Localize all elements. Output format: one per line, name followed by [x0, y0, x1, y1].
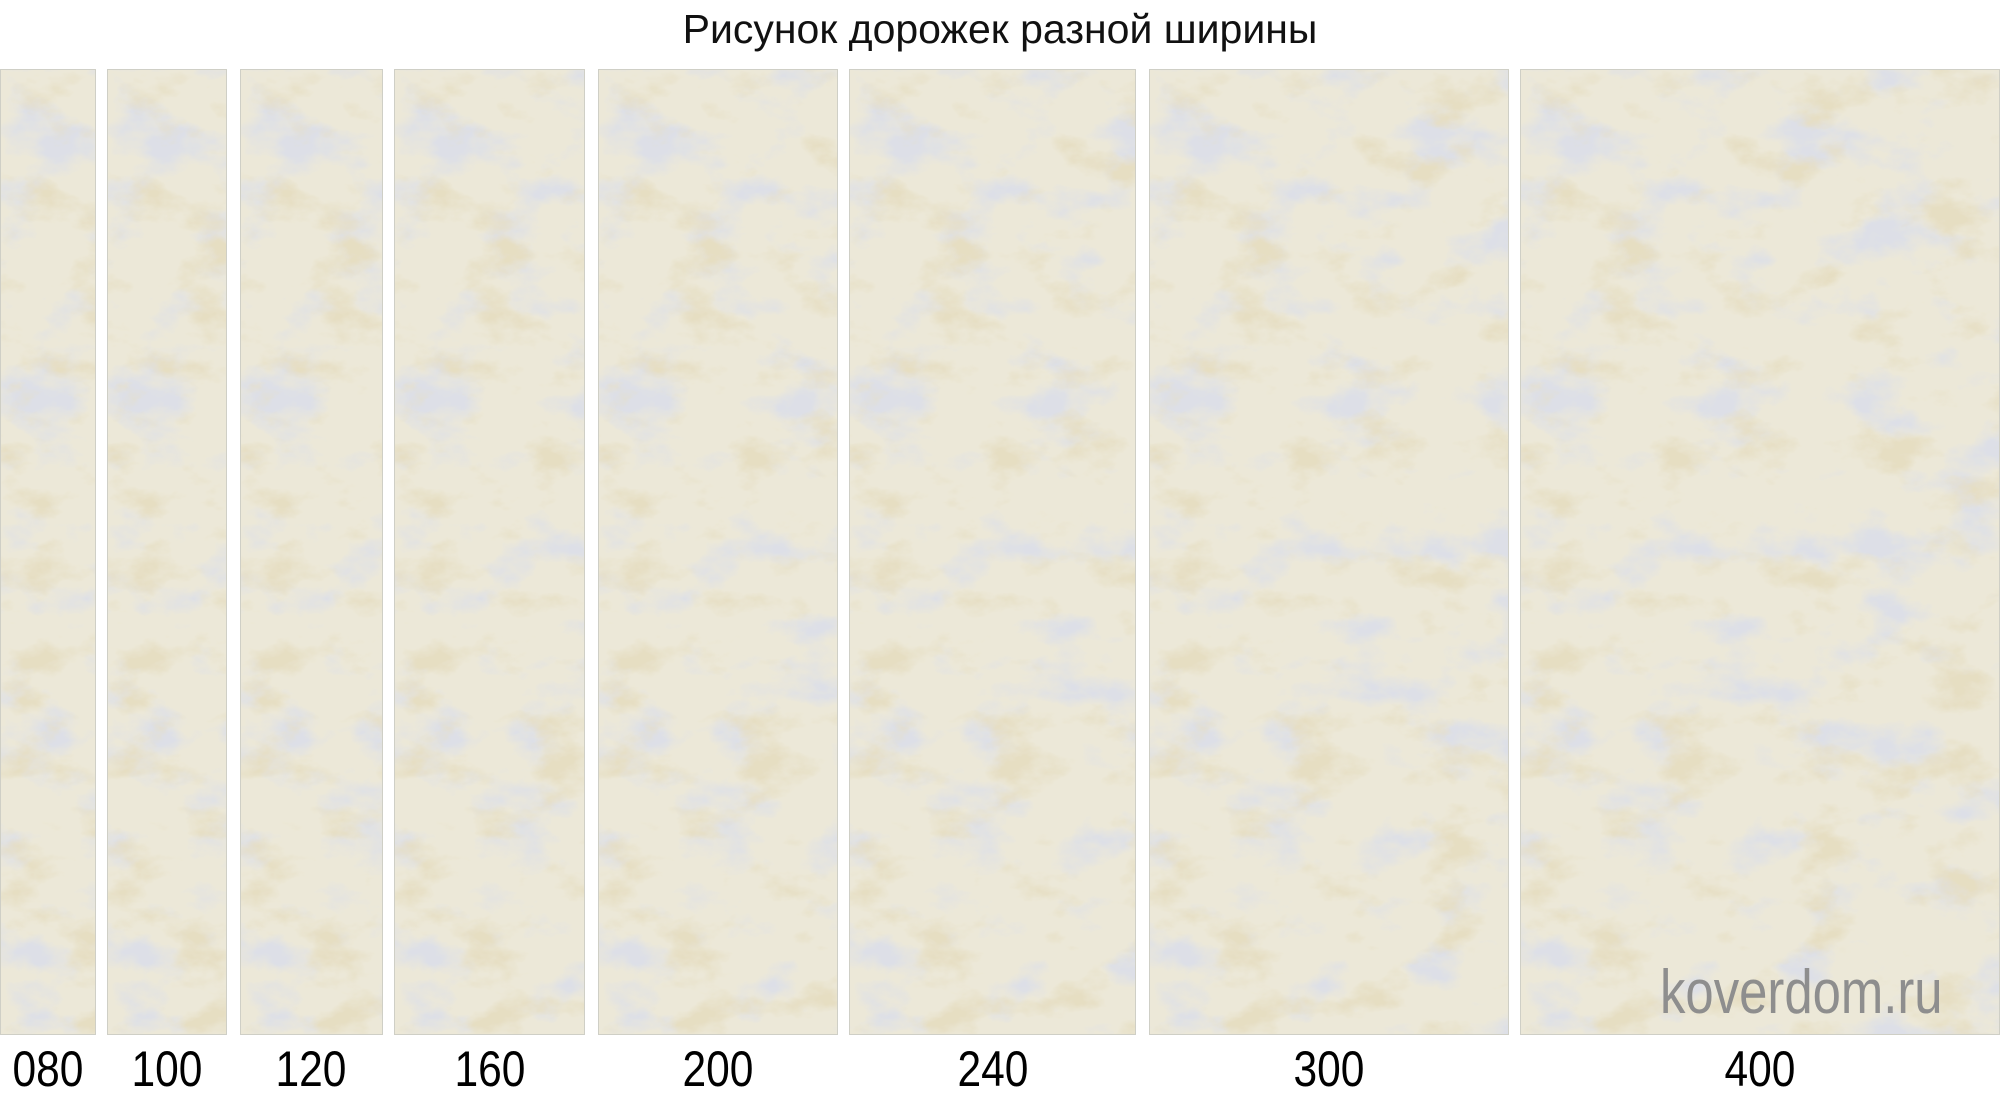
width-label: 080: [12, 1041, 84, 1097]
runner-strip-400: [1520, 69, 2000, 1035]
width-label: 160: [454, 1041, 526, 1097]
width-label: 200: [682, 1041, 754, 1097]
runner-strip-300: [1149, 69, 1509, 1035]
watermark: koverdom.ru: [1660, 958, 1943, 1027]
runner-strip-100: [107, 69, 227, 1035]
runner-strip-160: [394, 69, 585, 1035]
runner-strip-200: [598, 69, 838, 1035]
width-label: 400: [1724, 1041, 1796, 1097]
width-label: 300: [1293, 1041, 1365, 1097]
page-title: Рисунок дорожек разной ширины: [682, 6, 1318, 52]
width-label: 120: [275, 1041, 347, 1097]
runner-strip-240: [849, 69, 1136, 1035]
width-label: 240: [957, 1041, 1029, 1097]
runner-strip-120: [240, 69, 383, 1035]
runner-strip-080: [0, 69, 96, 1035]
width-label: 100: [131, 1041, 203, 1097]
